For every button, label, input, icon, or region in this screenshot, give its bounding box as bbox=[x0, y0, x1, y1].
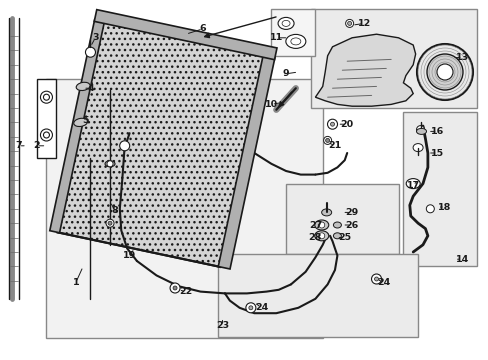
Text: 18: 18 bbox=[437, 202, 451, 212]
Circle shape bbox=[41, 91, 52, 103]
Text: 10: 10 bbox=[264, 100, 277, 109]
Circle shape bbox=[173, 286, 177, 290]
Ellipse shape bbox=[412, 144, 422, 152]
Circle shape bbox=[330, 122, 334, 126]
Text: 22: 22 bbox=[179, 287, 192, 296]
Ellipse shape bbox=[105, 161, 115, 167]
Circle shape bbox=[318, 222, 324, 228]
Text: 3: 3 bbox=[92, 33, 99, 42]
Ellipse shape bbox=[416, 129, 426, 134]
Circle shape bbox=[327, 119, 337, 129]
Ellipse shape bbox=[333, 222, 341, 228]
Text: 6: 6 bbox=[199, 24, 206, 33]
Circle shape bbox=[85, 47, 95, 57]
Circle shape bbox=[106, 219, 114, 227]
Bar bbox=[46, 79, 322, 338]
Ellipse shape bbox=[314, 220, 328, 230]
Text: 12: 12 bbox=[357, 19, 370, 28]
Circle shape bbox=[345, 19, 353, 27]
Text: 11: 11 bbox=[269, 33, 283, 42]
Text: 16: 16 bbox=[430, 127, 444, 136]
Circle shape bbox=[325, 138, 329, 143]
Circle shape bbox=[436, 64, 452, 80]
Polygon shape bbox=[94, 10, 276, 60]
Text: 7: 7 bbox=[15, 141, 22, 150]
Circle shape bbox=[43, 94, 49, 100]
Text: 13: 13 bbox=[455, 53, 468, 62]
Text: 4: 4 bbox=[87, 84, 94, 93]
Circle shape bbox=[323, 136, 331, 144]
Polygon shape bbox=[218, 55, 274, 269]
Ellipse shape bbox=[333, 233, 341, 239]
Circle shape bbox=[374, 277, 378, 281]
Ellipse shape bbox=[406, 179, 419, 189]
Ellipse shape bbox=[74, 118, 87, 126]
Text: 19: 19 bbox=[122, 251, 136, 260]
Ellipse shape bbox=[76, 82, 90, 90]
Circle shape bbox=[248, 306, 252, 310]
Text: 1: 1 bbox=[72, 278, 79, 287]
Circle shape bbox=[347, 21, 351, 26]
Text: 29: 29 bbox=[345, 208, 358, 217]
Bar bbox=[285, 184, 398, 254]
Text: 20: 20 bbox=[340, 120, 353, 129]
Text: 2: 2 bbox=[33, 141, 40, 150]
Bar bbox=[310, 9, 476, 108]
Text: 9: 9 bbox=[282, 69, 289, 78]
Text: 23: 23 bbox=[216, 321, 228, 330]
Text: 8: 8 bbox=[111, 206, 118, 215]
Circle shape bbox=[371, 274, 381, 284]
Text: 5: 5 bbox=[82, 116, 89, 125]
Circle shape bbox=[107, 161, 113, 167]
Circle shape bbox=[170, 283, 180, 293]
Circle shape bbox=[245, 303, 255, 313]
Text: 15: 15 bbox=[430, 149, 443, 158]
Text: 27: 27 bbox=[308, 220, 322, 230]
Polygon shape bbox=[58, 21, 264, 267]
Circle shape bbox=[416, 44, 472, 100]
Bar bbox=[37, 79, 56, 158]
Bar bbox=[271, 9, 315, 56]
Polygon shape bbox=[315, 34, 415, 106]
Text: 24: 24 bbox=[254, 303, 268, 312]
Circle shape bbox=[426, 205, 433, 213]
Text: 17: 17 bbox=[406, 181, 419, 190]
Circle shape bbox=[120, 141, 129, 151]
Ellipse shape bbox=[285, 35, 305, 48]
Circle shape bbox=[416, 126, 424, 134]
Ellipse shape bbox=[290, 38, 300, 45]
Polygon shape bbox=[50, 19, 104, 233]
Text: 14: 14 bbox=[454, 255, 468, 264]
Text: 26: 26 bbox=[345, 220, 358, 230]
Circle shape bbox=[318, 233, 324, 239]
Circle shape bbox=[43, 132, 49, 138]
Text: 28: 28 bbox=[308, 233, 322, 242]
Circle shape bbox=[108, 221, 112, 225]
Text: 21: 21 bbox=[327, 141, 341, 150]
Ellipse shape bbox=[321, 209, 331, 216]
Ellipse shape bbox=[278, 17, 293, 30]
Text: 25: 25 bbox=[338, 233, 350, 242]
Ellipse shape bbox=[282, 21, 289, 26]
Bar bbox=[217, 254, 417, 337]
Bar bbox=[403, 112, 476, 266]
Ellipse shape bbox=[314, 231, 328, 241]
Circle shape bbox=[426, 54, 462, 90]
Circle shape bbox=[41, 129, 52, 141]
Text: 24: 24 bbox=[376, 278, 390, 287]
